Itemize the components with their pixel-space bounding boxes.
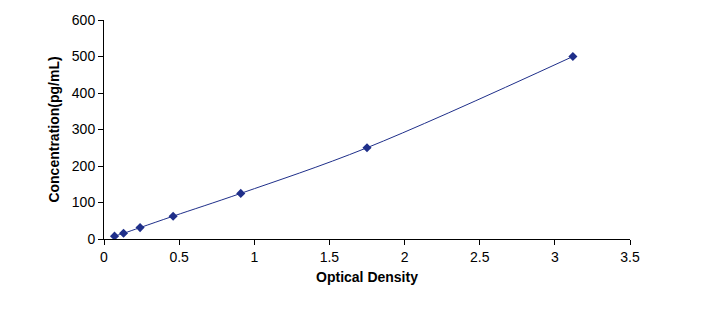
svg-text:600: 600 — [72, 12, 96, 28]
svg-text:200: 200 — [72, 158, 96, 174]
svg-text:0: 0 — [87, 231, 95, 247]
svg-text:3.5: 3.5 — [620, 249, 640, 265]
svg-text:400: 400 — [72, 85, 96, 101]
svg-text:2: 2 — [401, 249, 409, 265]
svg-text:3: 3 — [551, 249, 559, 265]
svg-text:0.5: 0.5 — [169, 249, 189, 265]
svg-text:1.5: 1.5 — [320, 249, 340, 265]
svg-text:100: 100 — [72, 194, 96, 210]
svg-text:Concentration(pg/mL): Concentration(pg/mL) — [46, 56, 62, 202]
svg-text:1: 1 — [250, 249, 258, 265]
svg-text:300: 300 — [72, 121, 96, 137]
svg-text:0: 0 — [100, 249, 108, 265]
svg-text:2.5: 2.5 — [470, 249, 490, 265]
svg-text:Optical Density: Optical Density — [316, 269, 418, 285]
svg-text:500: 500 — [72, 48, 96, 64]
